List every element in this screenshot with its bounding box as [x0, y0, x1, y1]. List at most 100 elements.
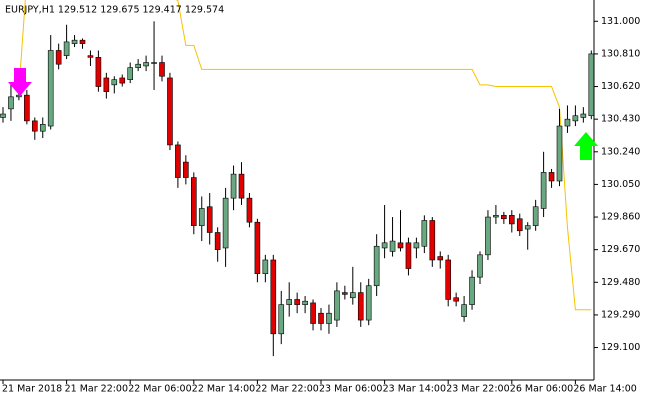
candle-body [532, 206, 539, 226]
candle-body [318, 312, 324, 324]
y-tick-label: 130.810 [601, 48, 640, 59]
candle-body [524, 225, 531, 230]
candle-body [230, 173, 237, 199]
x-tick-label: 26 Mar 14:00 [573, 384, 636, 395]
candle-body [357, 292, 364, 321]
candle-body [198, 208, 205, 226]
candle-body [429, 220, 436, 261]
candle-body [365, 285, 372, 321]
candle-body [421, 220, 428, 247]
candle-body [556, 125, 563, 182]
candle-body [461, 304, 467, 317]
candle-body [508, 215, 515, 225]
y-tick-label: 129.670 [601, 244, 640, 255]
candle-body [342, 292, 348, 295]
x-tick-label: 21 Mar 2018 [2, 384, 62, 395]
candle-body [103, 77, 110, 92]
y-tick-label: 130.620 [601, 81, 640, 92]
sell-arrow [8, 68, 32, 96]
candle-body [167, 77, 173, 146]
candle-body [501, 215, 507, 220]
y-tick-label: 130.240 [601, 146, 640, 157]
candle-body [588, 53, 594, 117]
candle-body [349, 292, 356, 299]
candle-body [389, 240, 396, 252]
candle-body [302, 300, 308, 305]
candle-body [270, 259, 277, 335]
candle-body [381, 242, 388, 249]
candle-body [310, 302, 316, 324]
candle-body [191, 177, 197, 226]
candle-body [437, 256, 444, 261]
candle-body [262, 259, 269, 275]
candle-body [63, 41, 70, 56]
buy-arrow [574, 132, 598, 160]
candle-body [31, 120, 38, 132]
y-tick-label: 131.000 [601, 16, 640, 27]
candle-body [87, 55, 94, 58]
candle-body [71, 39, 78, 44]
candle-body [405, 242, 412, 269]
candle-body [16, 94, 22, 98]
plot-area [0, 0, 594, 357]
candle-body [79, 39, 86, 44]
candle-body [326, 312, 332, 324]
candle-body [548, 172, 555, 182]
x-tick-label: 26 Mar 06:00 [510, 384, 573, 395]
candle-body [286, 299, 293, 305]
candle-body [413, 242, 420, 249]
candle-body [453, 297, 459, 302]
candle-body [516, 218, 523, 232]
candle-body [47, 50, 54, 127]
y-tick-label: 130.430 [601, 114, 640, 125]
candle-body [111, 79, 118, 86]
candle-body [477, 254, 483, 278]
candle-body [39, 124, 46, 132]
candle-body [135, 63, 141, 68]
candle-body [127, 67, 133, 80]
candle-body [206, 206, 213, 233]
candle-body [564, 118, 571, 127]
candle-body [445, 259, 452, 300]
candle-body [0, 113, 6, 118]
candle-body [24, 94, 30, 122]
candle-body [540, 172, 547, 209]
y-tick-label: 129.860 [601, 212, 640, 223]
x-tick-label: 23 Mar 22:00 [446, 384, 509, 395]
candle-body [294, 299, 300, 305]
x-tick-label: 22 Mar 14:00 [192, 384, 255, 395]
x-tick-label: 21 Mar 22:00 [65, 384, 128, 395]
candle-body [469, 276, 475, 305]
overlay-line [18, 0, 592, 311]
y-tick-label: 129.100 [601, 342, 640, 353]
candle-body [8, 96, 14, 110]
y-tick-label: 129.480 [601, 277, 640, 288]
candle-body [485, 216, 491, 256]
candle-body [238, 173, 245, 199]
chart-title: EURJPY,H1 129.512 129.675 129.417 129.57… [5, 5, 224, 16]
candle-body [373, 245, 380, 287]
x-tick-label: 23 Mar 14:00 [383, 384, 446, 395]
x-tick-label: 23 Mar 06:00 [319, 384, 382, 395]
candle-body [151, 62, 157, 64]
candle-body [254, 221, 261, 275]
candle-body [214, 232, 221, 250]
x-tick-label: 22 Mar 06:00 [128, 384, 191, 395]
y-tick-label: 130.050 [601, 179, 640, 190]
candle-body [159, 62, 165, 77]
candle-body [580, 113, 587, 118]
candle-body [222, 197, 229, 249]
candle-body [175, 144, 181, 178]
candle-body [55, 50, 62, 65]
candle-body [334, 290, 340, 321]
candle-body [246, 197, 253, 223]
candle-body [278, 304, 285, 335]
x-tick-label: 22 Mar 22:00 [255, 384, 318, 395]
candle-body [183, 161, 189, 178]
candle-body [572, 115, 579, 122]
candle-body [143, 62, 149, 67]
candle-body [397, 242, 404, 249]
candle-body [493, 215, 499, 218]
y-tick-label: 129.290 [601, 309, 640, 320]
